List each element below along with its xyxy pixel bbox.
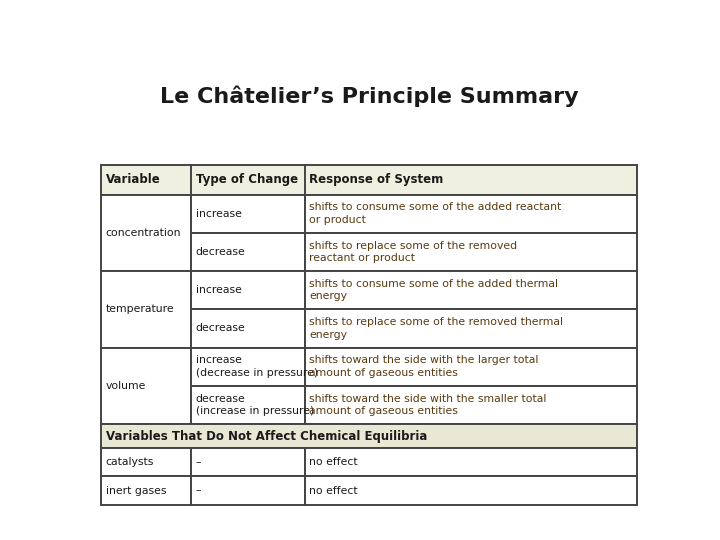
Text: Type of Change: Type of Change bbox=[196, 173, 298, 186]
Bar bbox=[305, 448, 637, 476]
Text: temperature: temperature bbox=[106, 305, 174, 314]
Text: decrease: decrease bbox=[196, 323, 246, 333]
Bar bbox=[191, 194, 305, 233]
Text: shifts to consume some of the added thermal
energy: shifts to consume some of the added ther… bbox=[309, 279, 558, 301]
Text: catalysts: catalysts bbox=[106, 457, 154, 467]
Text: Response of System: Response of System bbox=[309, 173, 444, 186]
Text: shifts toward the side with the smaller total
amount of gaseous entities: shifts toward the side with the smaller … bbox=[309, 394, 546, 416]
Bar bbox=[305, 194, 637, 233]
Bar bbox=[191, 476, 305, 505]
Text: no effect: no effect bbox=[309, 457, 358, 467]
Text: decrease: decrease bbox=[196, 247, 246, 257]
Bar bbox=[191, 271, 305, 309]
Text: decrease
(increase in pressure): decrease (increase in pressure) bbox=[196, 394, 314, 416]
Bar bbox=[305, 476, 637, 505]
Bar bbox=[101, 448, 191, 476]
Text: increase: increase bbox=[196, 208, 241, 219]
Bar bbox=[191, 309, 305, 348]
Text: shifts to replace some of the removed
reactant or product: shifts to replace some of the removed re… bbox=[309, 241, 517, 263]
Bar bbox=[191, 386, 305, 424]
Text: increase: increase bbox=[196, 285, 241, 295]
Bar bbox=[305, 271, 637, 309]
Bar bbox=[101, 424, 636, 448]
Text: shifts to replace some of the removed thermal
energy: shifts to replace some of the removed th… bbox=[309, 317, 563, 340]
Text: –: – bbox=[196, 457, 201, 467]
Text: shifts to consume some of the added reactant
or product: shifts to consume some of the added reac… bbox=[309, 202, 562, 225]
Text: increase
(decrease in pressure): increase (decrease in pressure) bbox=[196, 355, 318, 378]
Text: Variable: Variable bbox=[106, 173, 161, 186]
Bar bbox=[305, 386, 637, 424]
Text: –: – bbox=[196, 485, 201, 496]
Bar bbox=[305, 348, 637, 386]
Text: concentration: concentration bbox=[106, 228, 181, 238]
Text: Variables That Do Not Affect Chemical Equilibria: Variables That Do Not Affect Chemical Eq… bbox=[106, 430, 427, 443]
Text: volume: volume bbox=[106, 381, 146, 391]
Text: no effect: no effect bbox=[309, 485, 358, 496]
Bar bbox=[191, 348, 305, 386]
Bar bbox=[101, 476, 191, 505]
Text: shifts toward the side with the larger total
amount of gaseous entities: shifts toward the side with the larger t… bbox=[309, 355, 539, 378]
Bar bbox=[305, 309, 637, 348]
Bar bbox=[191, 233, 305, 271]
Bar bbox=[101, 165, 636, 194]
Bar bbox=[305, 233, 637, 271]
Bar bbox=[191, 448, 305, 476]
Text: Le Châtelier’s Principle Summary: Le Châtelier’s Principle Summary bbox=[160, 85, 578, 107]
Text: inert gases: inert gases bbox=[106, 485, 166, 496]
